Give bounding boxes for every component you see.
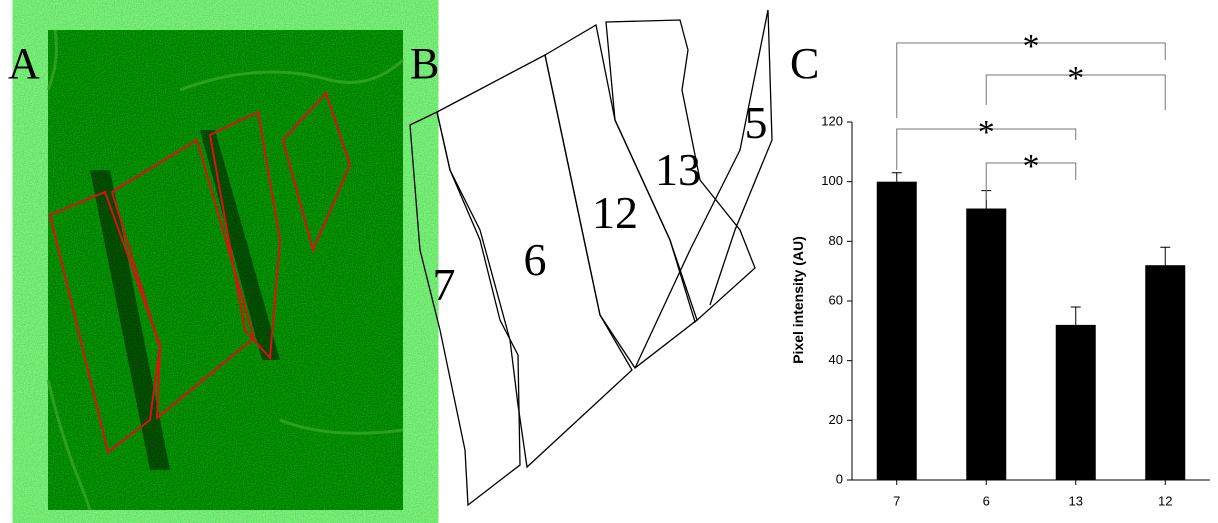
x-tick-label: 7 <box>893 493 900 508</box>
roi-outlines <box>48 91 352 454</box>
error-bar <box>1070 306 1081 325</box>
roi <box>281 91 352 254</box>
micrograph-noise <box>48 30 403 510</box>
y-tick-label: 80 <box>829 233 843 248</box>
bar <box>1145 265 1186 480</box>
y-tick-label: 60 <box>829 292 843 307</box>
bar <box>876 181 917 480</box>
y-tick-label: 20 <box>829 412 843 427</box>
significance-label: * <box>978 114 995 151</box>
panel-b-outlines <box>409 9 773 507</box>
roi <box>208 110 282 361</box>
panel-label: B <box>410 39 439 88</box>
region-label: 12 <box>592 187 638 238</box>
significance-bracket <box>985 162 1077 200</box>
error-bar <box>891 172 902 182</box>
region-outline <box>409 111 521 507</box>
x-tick-label: 12 <box>1158 493 1172 508</box>
roi <box>110 138 256 421</box>
panel-a <box>46 29 405 511</box>
region-label: 13 <box>655 144 701 195</box>
x-tick-label: 13 <box>1069 493 1083 508</box>
x-tick-label: 6 <box>983 493 990 508</box>
panel-label: A <box>8 39 40 88</box>
region-label: 5 <box>745 97 768 148</box>
significance-label: * <box>1023 148 1040 185</box>
shadow <box>90 130 280 470</box>
error-bar <box>1160 246 1171 266</box>
region-label: 7 <box>433 259 456 310</box>
significance-bracket <box>985 74 1166 110</box>
fiber <box>46 29 405 511</box>
significance-label: * <box>1067 60 1084 97</box>
roi <box>48 190 162 454</box>
bar <box>1055 324 1096 480</box>
y-axis-label: Pixel intensity (AU) <box>790 236 806 364</box>
region-label: 6 <box>524 234 547 285</box>
region-outline <box>544 23 698 369</box>
bar <box>966 208 1007 480</box>
significance-label: * <box>1023 28 1040 65</box>
y-tick-label: 120 <box>821 113 843 128</box>
y-tick-label: 100 <box>821 173 843 188</box>
significance-bracket <box>896 128 1077 170</box>
y-tick-label: 40 <box>829 352 843 367</box>
significance-bracket <box>896 42 1166 118</box>
panel-label: C <box>790 39 819 88</box>
y-tick-label: 0 <box>836 471 843 486</box>
region-outline <box>634 9 773 369</box>
region-outline <box>605 19 756 324</box>
